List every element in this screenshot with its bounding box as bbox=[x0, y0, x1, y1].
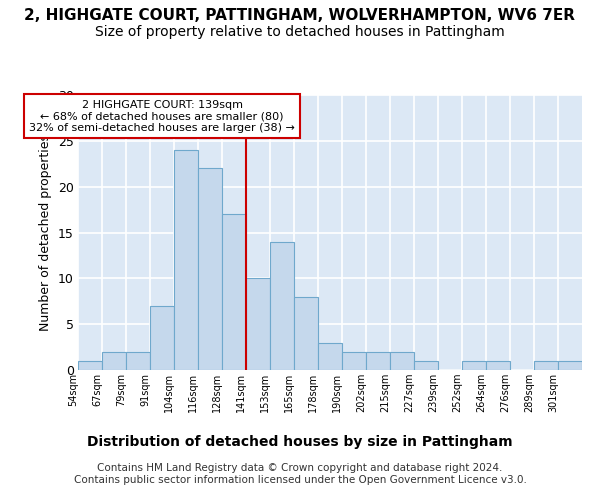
Bar bbox=[486, 361, 510, 370]
Text: 2, HIGHGATE COURT, PATTINGHAM, WOLVERHAMPTON, WV6 7ER: 2, HIGHGATE COURT, PATTINGHAM, WOLVERHAM… bbox=[25, 8, 575, 22]
Text: Contains HM Land Registry data © Crown copyright and database right 2024.
Contai: Contains HM Land Registry data © Crown c… bbox=[74, 464, 526, 485]
Text: 2 HIGHGATE COURT: 139sqm
← 68% of detached houses are smaller (80)
32% of semi-d: 2 HIGHGATE COURT: 139sqm ← 68% of detach… bbox=[29, 100, 295, 133]
Text: Distribution of detached houses by size in Pattingham: Distribution of detached houses by size … bbox=[87, 435, 513, 449]
Bar bbox=[534, 361, 558, 370]
Bar bbox=[294, 296, 318, 370]
Bar bbox=[414, 361, 438, 370]
Bar bbox=[102, 352, 126, 370]
Bar bbox=[390, 352, 414, 370]
Bar bbox=[246, 278, 270, 370]
Bar bbox=[342, 352, 366, 370]
Y-axis label: Number of detached properties: Number of detached properties bbox=[40, 134, 52, 331]
Bar bbox=[270, 242, 294, 370]
Bar bbox=[78, 361, 102, 370]
Bar bbox=[126, 352, 150, 370]
Bar bbox=[318, 342, 342, 370]
Bar bbox=[462, 361, 486, 370]
Bar bbox=[150, 306, 174, 370]
Bar bbox=[366, 352, 390, 370]
Bar bbox=[558, 361, 582, 370]
Bar bbox=[174, 150, 198, 370]
Text: Size of property relative to detached houses in Pattingham: Size of property relative to detached ho… bbox=[95, 25, 505, 39]
Bar bbox=[198, 168, 222, 370]
Bar bbox=[222, 214, 246, 370]
